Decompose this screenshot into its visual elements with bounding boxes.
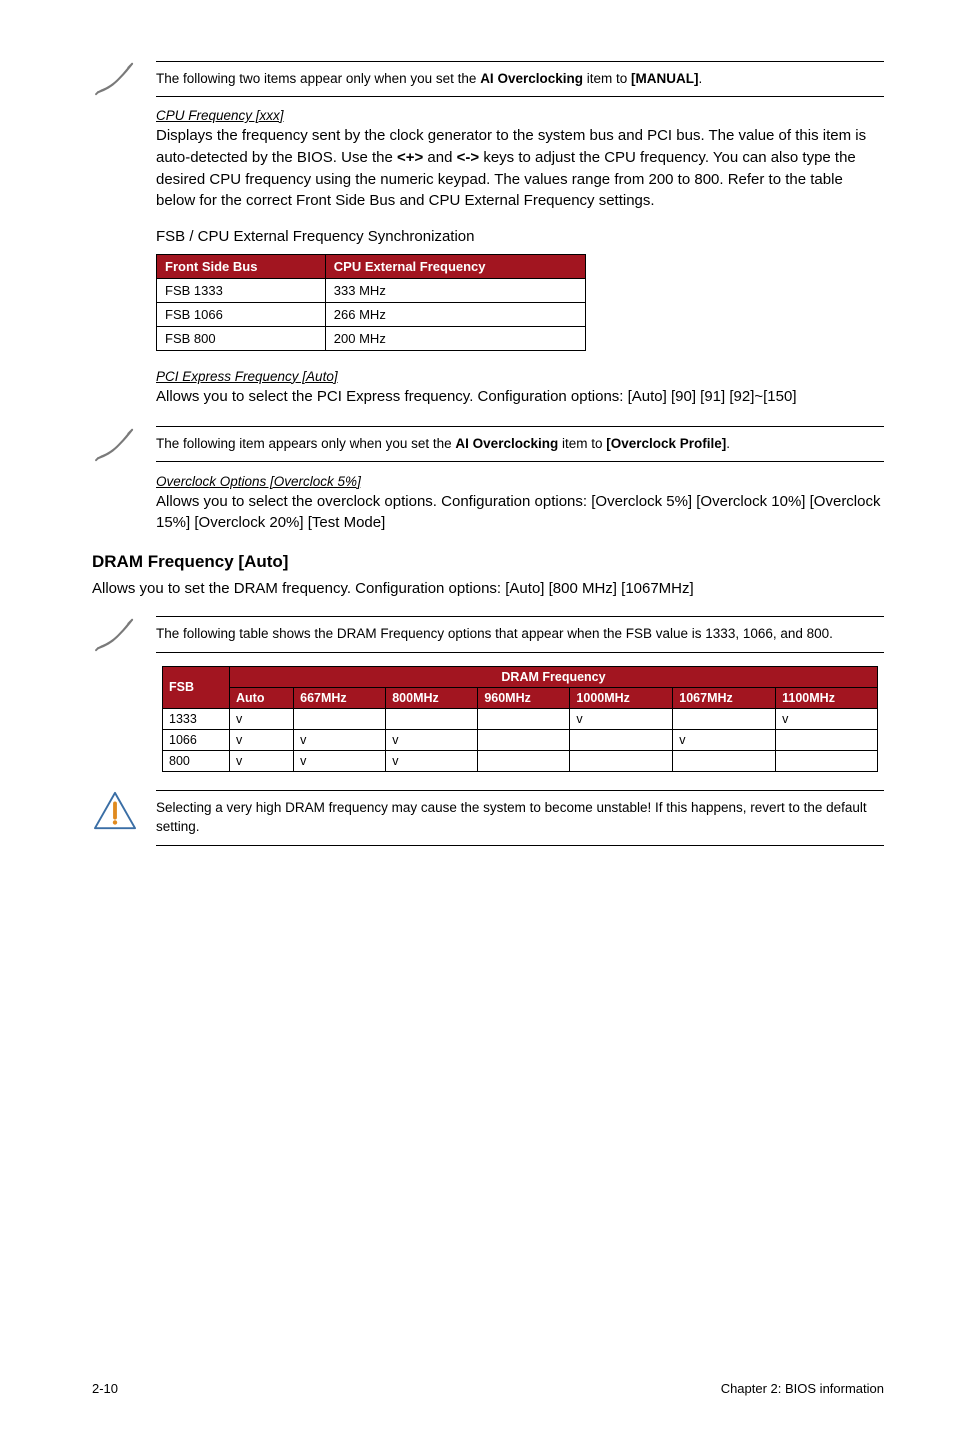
page: The following two items appear only when… [0,0,954,1438]
dram-col-head: 1100MHz [776,687,878,708]
table-cell: v [386,750,478,771]
caution-icon [92,790,138,832]
dram-col-head: 667MHz [294,687,386,708]
table-cell: 333 MHz [325,278,585,302]
dram-col-head: 1067MHz [673,687,776,708]
table-cell: 200 MHz [325,326,585,350]
table-row: 1333vvv [163,708,878,729]
dram-heading: DRAM Frequency [Auto] [92,552,884,572]
table-cell [570,729,673,750]
table-cell: 266 MHz [325,302,585,326]
dram-col-head: 1000MHz [570,687,673,708]
dram-table-body: 1333vvv1066vvvv800vvv [163,708,878,771]
table-cell: FSB 1333 [157,278,326,302]
dram-col-head: 960MHz [478,687,570,708]
dram-fsb-label: FSB [163,666,230,708]
pencil-icon [92,426,138,464]
note-profile: The following item appears only when you… [92,426,884,464]
pencil-icon [92,616,138,654]
dram-col-head: 800MHz [386,687,478,708]
table-row: FSB 1066266 MHz [157,302,586,326]
table-cell [294,708,386,729]
overclock-text: Allows you to select the overclock optio… [156,491,884,535]
table-cell: v [673,729,776,750]
table-cell: v [776,708,878,729]
fsb-col-1: CPU External Frequency [325,254,585,278]
dram-table: FSB DRAM Frequency Auto667MHz800MHz960MH… [162,666,878,772]
overclock-heading: Overclock Options [Overclock 5%] [156,474,884,489]
footer-chapter: Chapter 2: BIOS information [721,1381,884,1396]
note-caution: Selecting a very high DRAM frequency may… [92,790,884,846]
table-header-row: FSB DRAM Frequency [163,666,878,687]
table-cell: v [230,729,294,750]
table-cell [673,750,776,771]
table-cell: v [230,750,294,771]
dram-col-head: Auto [230,687,294,708]
table-cell: 1066 [163,729,230,750]
table-cell [570,750,673,771]
table-cell: FSB 800 [157,326,326,350]
dram-table-wrap: FSB DRAM Frequency Auto667MHz800MHz960MH… [156,666,884,772]
table-row: 800vvv [163,750,878,771]
table-header-row: Front Side Bus CPU External Frequency [157,254,586,278]
table-cell [478,729,570,750]
table-cell: v [570,708,673,729]
cpu-freq-text: Displays the frequency sent by the clock… [156,125,884,212]
footer-page-number: 2-10 [92,1381,118,1396]
pci-heading: PCI Express Frequency [Auto] [156,369,884,384]
table-cell [478,708,570,729]
overclock-section: Overclock Options [Overclock 5%] Allows … [156,474,884,535]
cpu-frequency-section: CPU Frequency [xxx] Displays the frequen… [156,108,884,351]
note-manual: The following two items appear only when… [92,60,884,98]
table-cell [776,750,878,771]
table-cell: v [386,729,478,750]
fsb-table: Front Side Bus CPU External Frequency FS… [156,254,586,351]
table-cell: v [230,708,294,729]
table-cell [386,708,478,729]
table-cell: v [294,750,386,771]
note-text: Selecting a very high DRAM frequency may… [156,790,884,846]
fsb-col-0: Front Side Bus [157,254,326,278]
table-cell: 800 [163,750,230,771]
note-text: The following two items appear only when… [156,61,884,98]
table-cell [478,750,570,771]
dram-group-label: DRAM Frequency [230,666,878,687]
table-cell [673,708,776,729]
pencil-icon [92,60,138,98]
table-cell: FSB 1066 [157,302,326,326]
cpu-freq-sync-heading: FSB / CPU External Frequency Synchroniza… [156,226,884,248]
cpu-freq-heading: CPU Frequency [xxx] [156,108,884,123]
table-row: FSB 1333333 MHz [157,278,586,302]
fsb-table-body: FSB 1333333 MHzFSB 1066266 MHzFSB 800200… [157,278,586,350]
pci-text: Allows you to select the PCI Express fre… [156,386,884,408]
table-cell: v [294,729,386,750]
dram-header-row: Auto667MHz800MHz960MHz1000MHz1067MHz1100… [163,687,878,708]
dram-text: Allows you to set the DRAM frequency. Co… [92,578,884,600]
pci-section: PCI Express Frequency [Auto] Allows you … [156,369,884,408]
table-cell: 1333 [163,708,230,729]
note-text: The following item appears only when you… [156,426,884,463]
table-cell [776,729,878,750]
page-footer: 2-10 Chapter 2: BIOS information [92,1381,884,1396]
note-text: The following table shows the DRAM Frequ… [156,616,884,653]
table-row: FSB 800200 MHz [157,326,586,350]
table-row: 1066vvvv [163,729,878,750]
note-dram-table: The following table shows the DRAM Frequ… [92,616,884,654]
